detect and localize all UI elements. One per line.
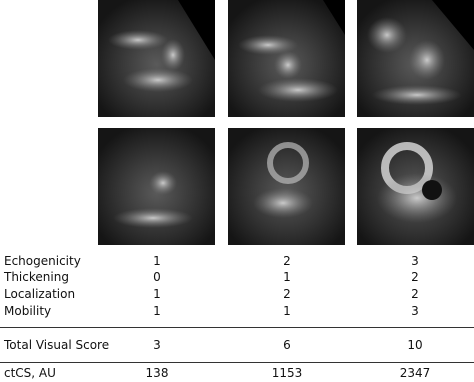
row-value: 3 xyxy=(411,254,419,268)
row-label: Localization xyxy=(4,287,76,301)
row-label: Echogenicity xyxy=(4,254,81,268)
row-value: 2 xyxy=(283,254,291,268)
row-value: 2 xyxy=(283,287,291,301)
row-value: 1 xyxy=(153,254,161,268)
ultrasound-image xyxy=(357,128,474,245)
row-value: 138 xyxy=(145,366,169,380)
row-value: 2 xyxy=(411,287,419,301)
row-value: 1 xyxy=(283,270,291,284)
row-label: Total Visual Score xyxy=(4,338,110,352)
row-value: 1153 xyxy=(271,366,303,380)
ultrasound-image xyxy=(228,0,345,117)
row-value: 1 xyxy=(153,304,161,318)
row-value: 10 xyxy=(407,338,423,352)
ultrasound-image xyxy=(98,0,215,117)
row-label: ctCS, AU xyxy=(4,366,56,380)
row-value: 2 xyxy=(411,270,419,284)
row-value: 6 xyxy=(283,338,291,352)
ultrasound-image xyxy=(98,128,215,245)
table-rule xyxy=(0,327,474,328)
row-value: 1 xyxy=(283,304,291,318)
ultrasound-image xyxy=(357,0,474,117)
row-value: 2347 xyxy=(399,366,431,380)
row-value: 1 xyxy=(153,287,161,301)
row-label: Mobility xyxy=(4,304,52,318)
row-value: 3 xyxy=(153,338,161,352)
row-value: 3 xyxy=(411,304,419,318)
row-value: 0 xyxy=(153,270,161,284)
row-label: Thickening xyxy=(4,270,69,284)
ultrasound-image xyxy=(228,128,345,245)
table-rule xyxy=(0,362,474,363)
